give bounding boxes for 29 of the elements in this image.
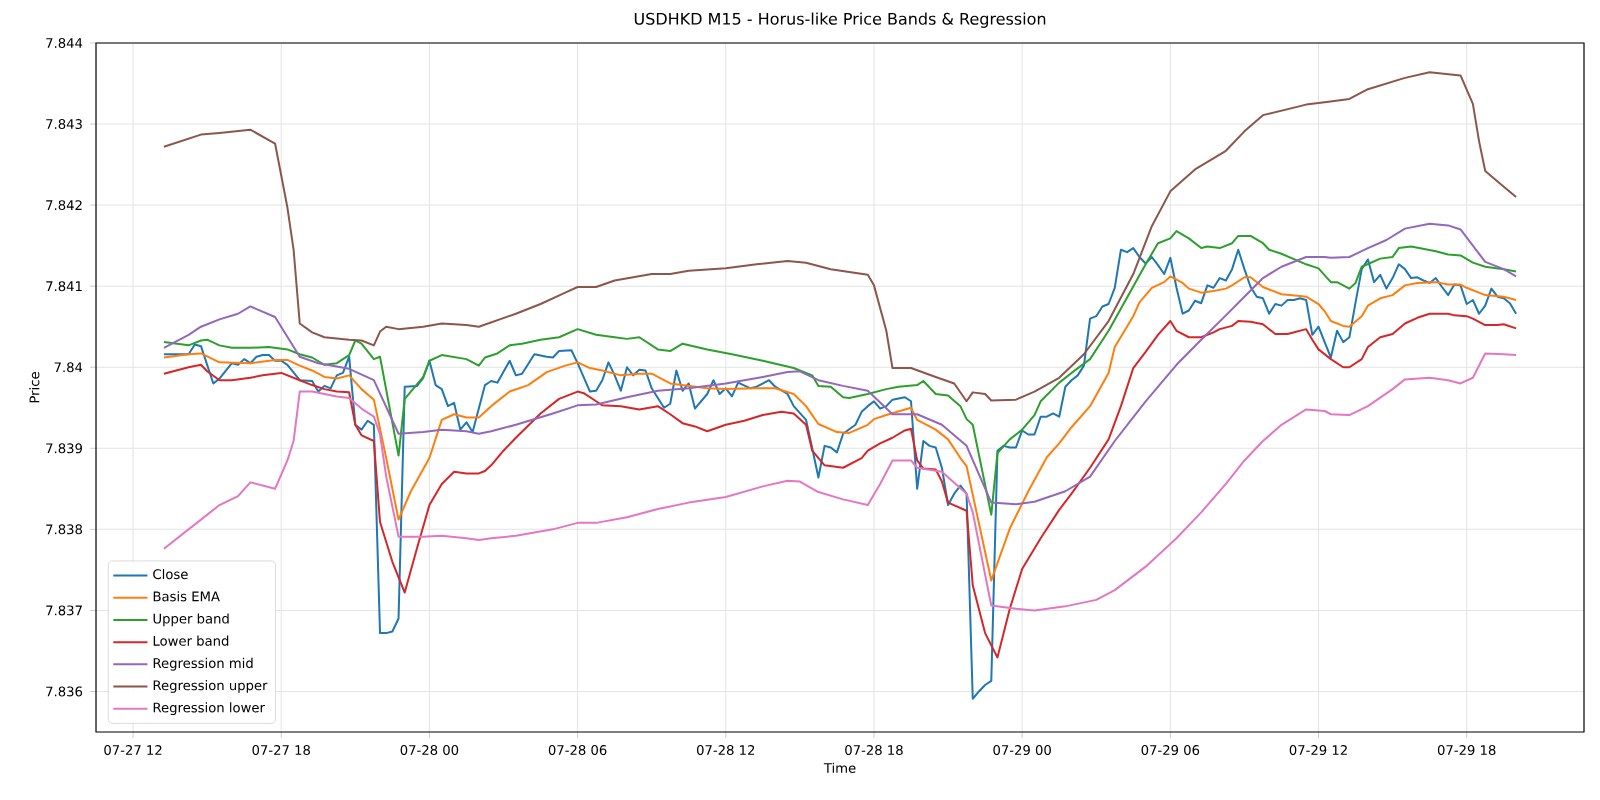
legend-label: Close — [153, 568, 188, 580]
y-tick-label: 7.844 — [46, 38, 83, 48]
y-tick-label: 7.836 — [46, 686, 83, 697]
y-tick-label: 7.842 — [46, 200, 82, 211]
x-tick-label: 07-28 18 — [845, 745, 903, 756]
x-tick-label: 07-29 00 — [993, 745, 1051, 756]
x-axis-title: Time — [823, 762, 856, 773]
legend-label: Lower band — [153, 635, 229, 646]
legend-label: Basis EMA — [153, 591, 220, 602]
x-tick-label: 07-27 18 — [252, 745, 310, 756]
x-tick-label: 07-28 12 — [696, 745, 755, 756]
x-tick-label: 07-29 18 — [1437, 745, 1496, 756]
x-tick-label: 07-27 12 — [104, 745, 162, 756]
y-tick-label: 7.839 — [46, 443, 83, 454]
y-tick-label: 7.843 — [46, 119, 82, 130]
x-tick-label: 07-28 00 — [400, 745, 459, 756]
x-tick-label: 07-29 12 — [1289, 745, 1347, 756]
x-tick-label: 07-29 06 — [1141, 745, 1200, 756]
y-tick-label: 7.841 — [46, 281, 82, 292]
chart-title: USDHKD M15 - Horus-like Price Bands & Regression — [634, 12, 1046, 28]
legend-label: Upper band — [153, 613, 229, 627]
x-tick-label: 07-28 06 — [548, 745, 607, 756]
y-tick-label: 7.838 — [46, 524, 83, 535]
y-axis-title: Price — [29, 372, 40, 403]
y-tick-label: 7.84 — [54, 362, 83, 373]
legend-label: Regression upper — [153, 680, 268, 693]
legend-label: Regression mid — [153, 657, 253, 671]
legend-label: Regression lower — [153, 702, 265, 716]
y-tick-label: 7.837 — [46, 605, 82, 616]
